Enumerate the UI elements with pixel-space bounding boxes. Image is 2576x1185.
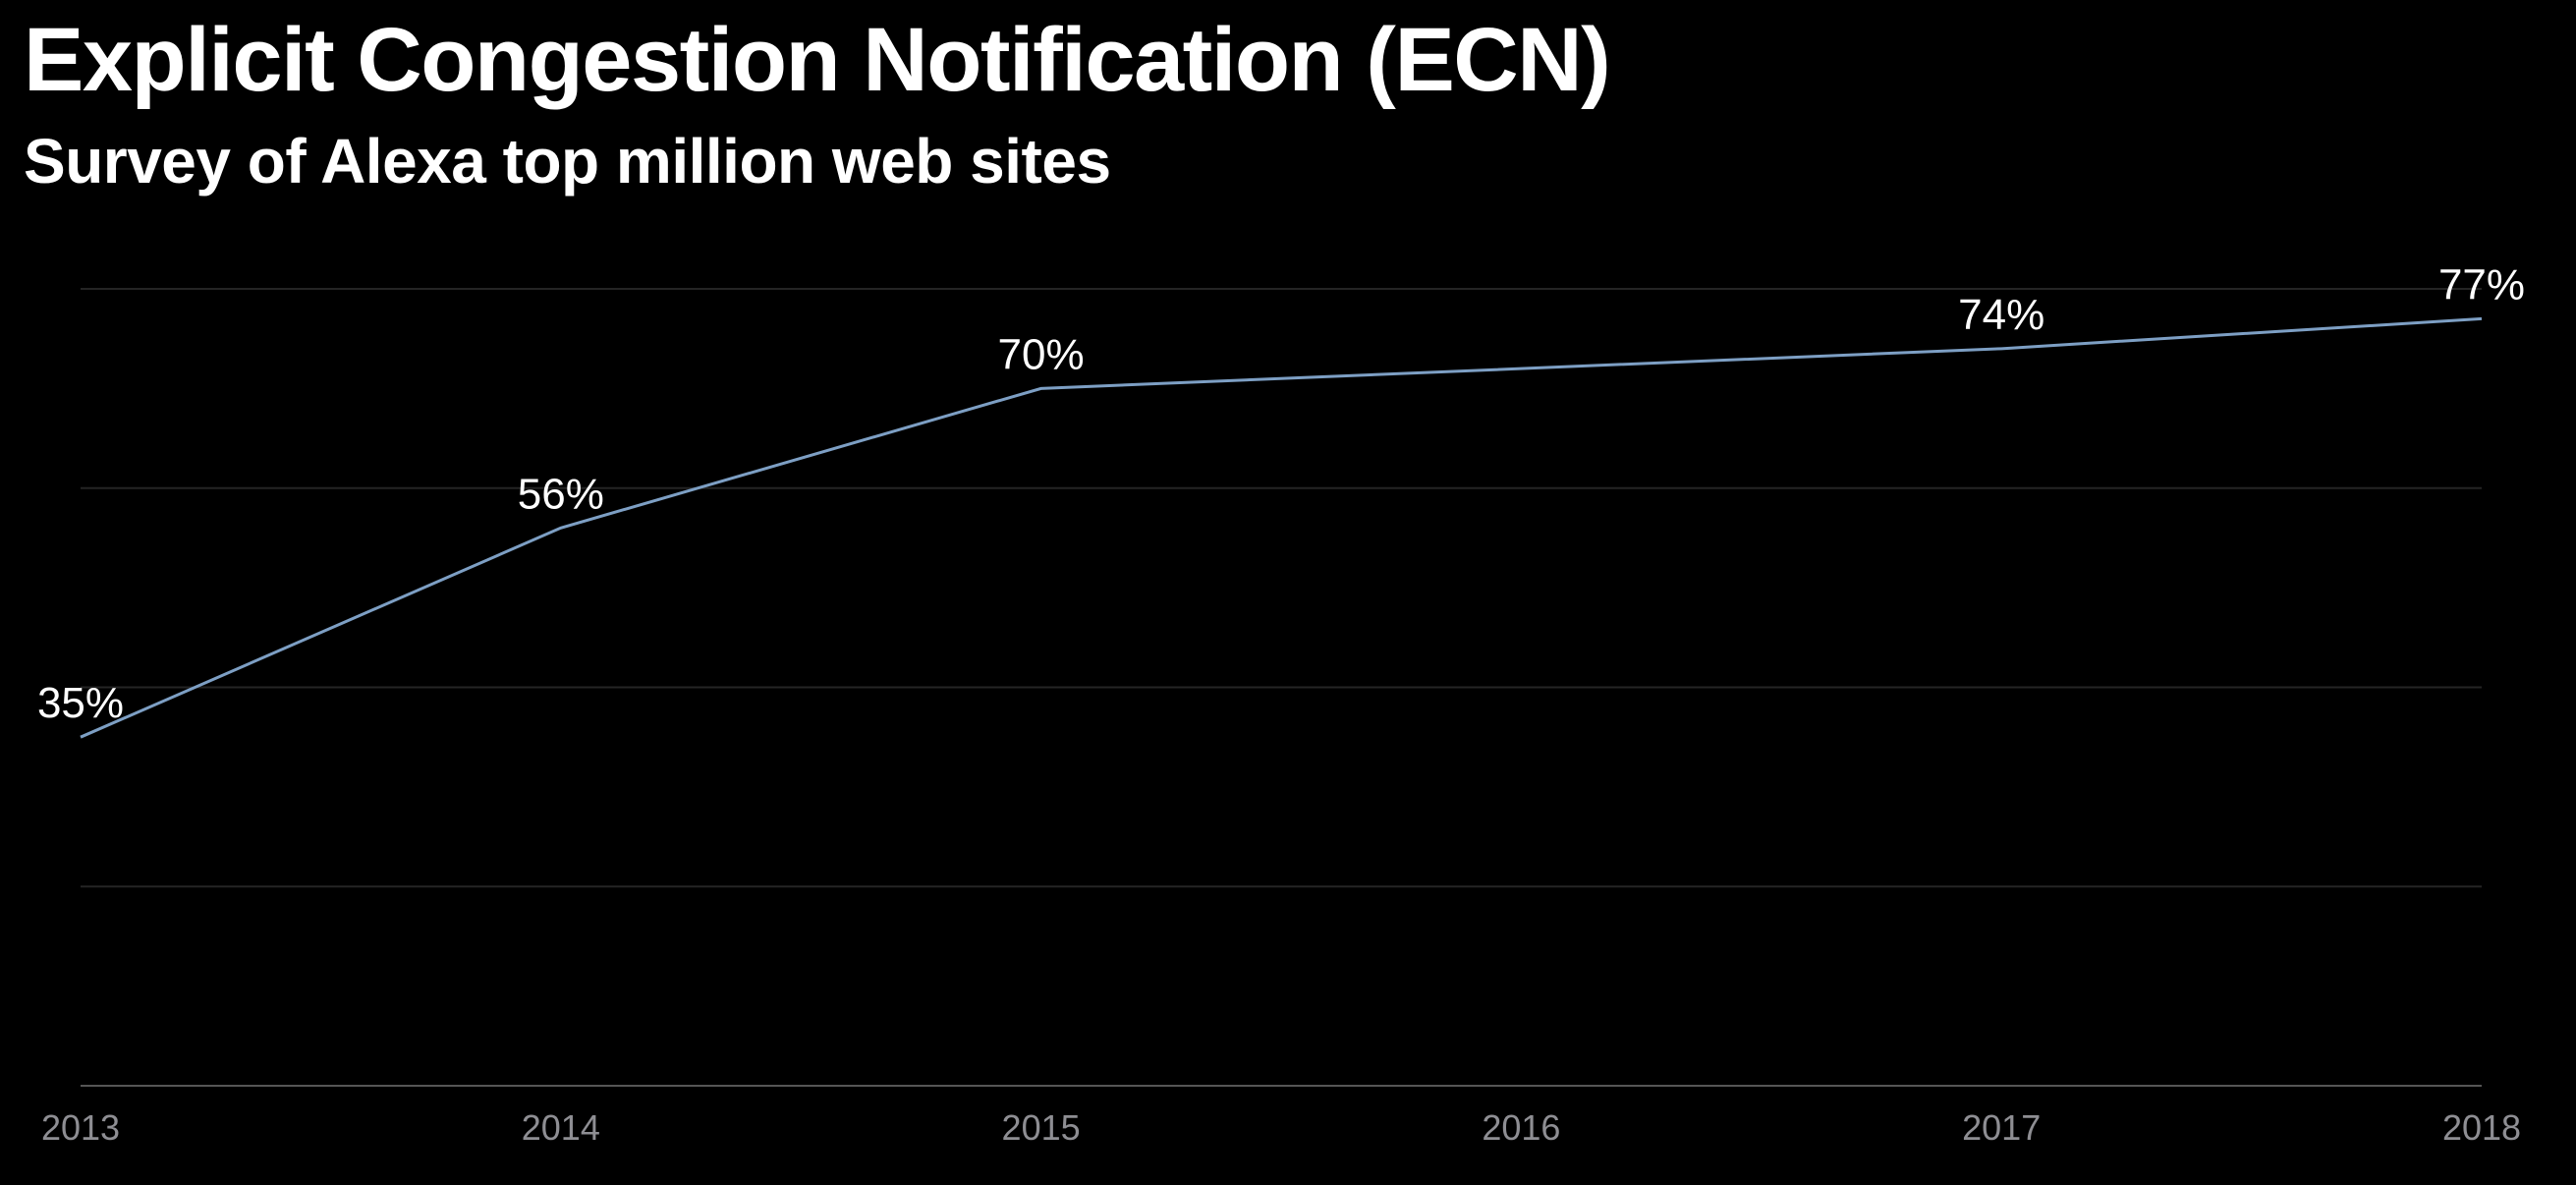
x-tick-label-2016: 2016 xyxy=(1482,1107,1560,1148)
x-axis-ticks: 2013 2014 2015 2016 2017 2018 xyxy=(41,1107,2521,1148)
data-label-2013: 35% xyxy=(37,679,124,727)
chart-subtitle: Survey of Alexa top million web sites xyxy=(24,126,1111,197)
data-labels: 35% 56% 70% 74% 77% xyxy=(37,260,2525,727)
series-line-0 xyxy=(80,316,2483,739)
gridlines xyxy=(81,288,2482,1087)
x-tick-label-2014: 2014 xyxy=(522,1107,600,1148)
x-tick-label-2013: 2013 xyxy=(41,1107,120,1148)
series-layer xyxy=(80,316,2483,739)
data-label-2014: 56% xyxy=(518,470,604,518)
chart-title: Explicit Congestion Notification (ECN) xyxy=(24,10,1611,110)
data-label-2015: 70% xyxy=(998,330,1085,378)
data-label-2018: 77% xyxy=(2438,260,2525,309)
x-tick-label-2015: 2015 xyxy=(1002,1107,1081,1148)
x-tick-label-2018: 2018 xyxy=(2442,1107,2521,1148)
x-tick-label-2017: 2017 xyxy=(1962,1107,2041,1148)
data-label-2017: 74% xyxy=(1958,291,2044,339)
